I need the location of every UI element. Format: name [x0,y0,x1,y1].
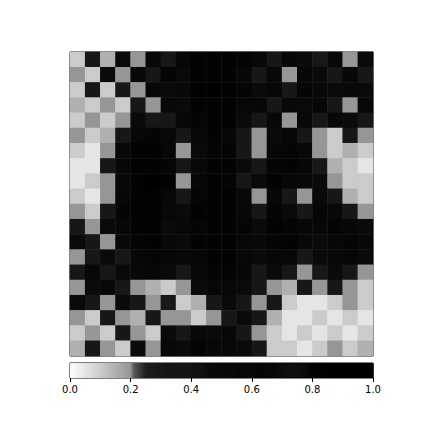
svg-text:0.6: 0.6 [244,384,260,395]
svg-text:1.0: 1.0 [365,384,381,395]
svg-text:0.2: 0.2 [123,384,139,395]
svg-text:0.0: 0.0 [62,384,78,395]
svg-text:0.8: 0.8 [304,384,320,395]
svg-text:0.4: 0.4 [183,384,199,395]
